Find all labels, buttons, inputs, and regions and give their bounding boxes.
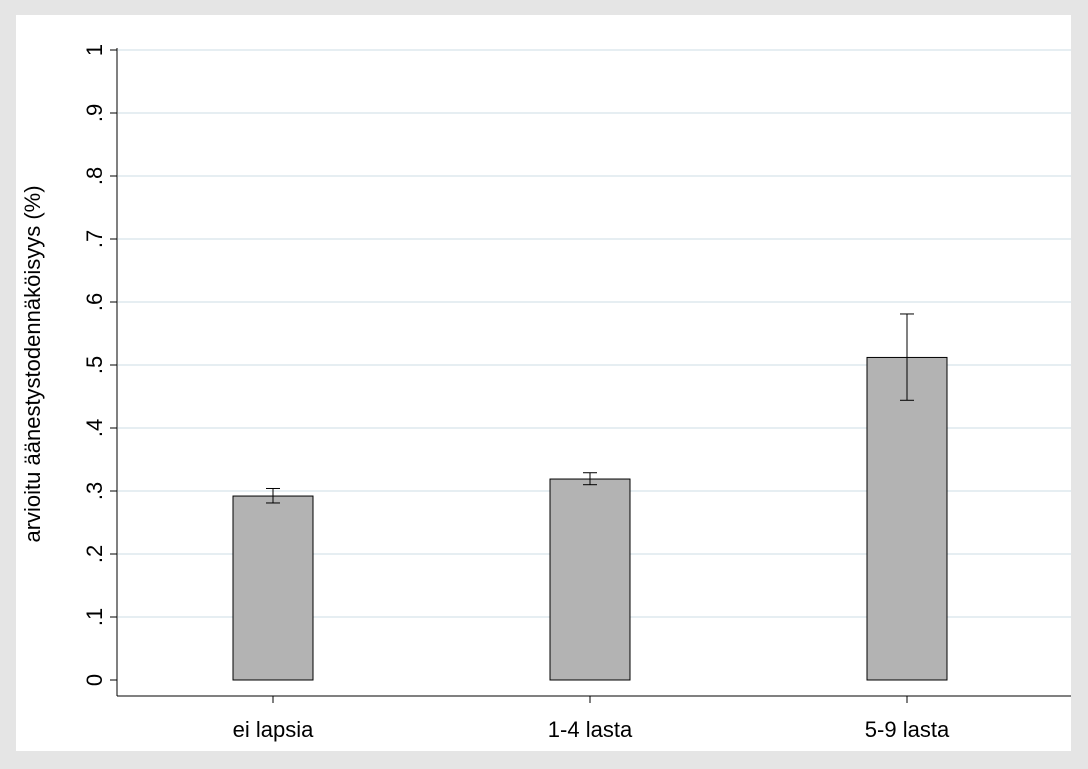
y-axis-title: arvioitu äänestystodennäköisyys (%) <box>20 185 45 542</box>
y-tick-label: .1 <box>82 608 107 626</box>
bar <box>232 495 314 681</box>
y-tick-label: .5 <box>82 356 107 374</box>
y-tick-label: .2 <box>82 545 107 563</box>
error-bars <box>266 313 914 504</box>
y-tick-label: 0 <box>82 674 107 686</box>
y-tick-label: .3 <box>82 482 107 500</box>
x-tick-label: 5-9 lasta <box>865 717 950 742</box>
y-tick-label: .8 <box>82 167 107 185</box>
y-tick-label: .6 <box>82 293 107 311</box>
bars <box>232 356 948 681</box>
bar <box>549 478 631 681</box>
y-tick-label: .4 <box>82 419 107 437</box>
x-tick-label: ei lapsia <box>233 717 314 742</box>
x-tick-label: 1-4 lasta <box>548 717 633 742</box>
x-axis-ticks: ei lapsia 1-4 lasta 5-9 lasta <box>233 696 950 742</box>
y-tick-label: .9 <box>82 104 107 122</box>
y-axis-ticks: 0 .1 .2 .3 .4 .5 .6 .7 .8 .9 1 <box>82 44 117 686</box>
bar <box>866 356 948 681</box>
y-tick-label: .7 <box>82 230 107 248</box>
y-tick-label: 1 <box>82 44 107 56</box>
